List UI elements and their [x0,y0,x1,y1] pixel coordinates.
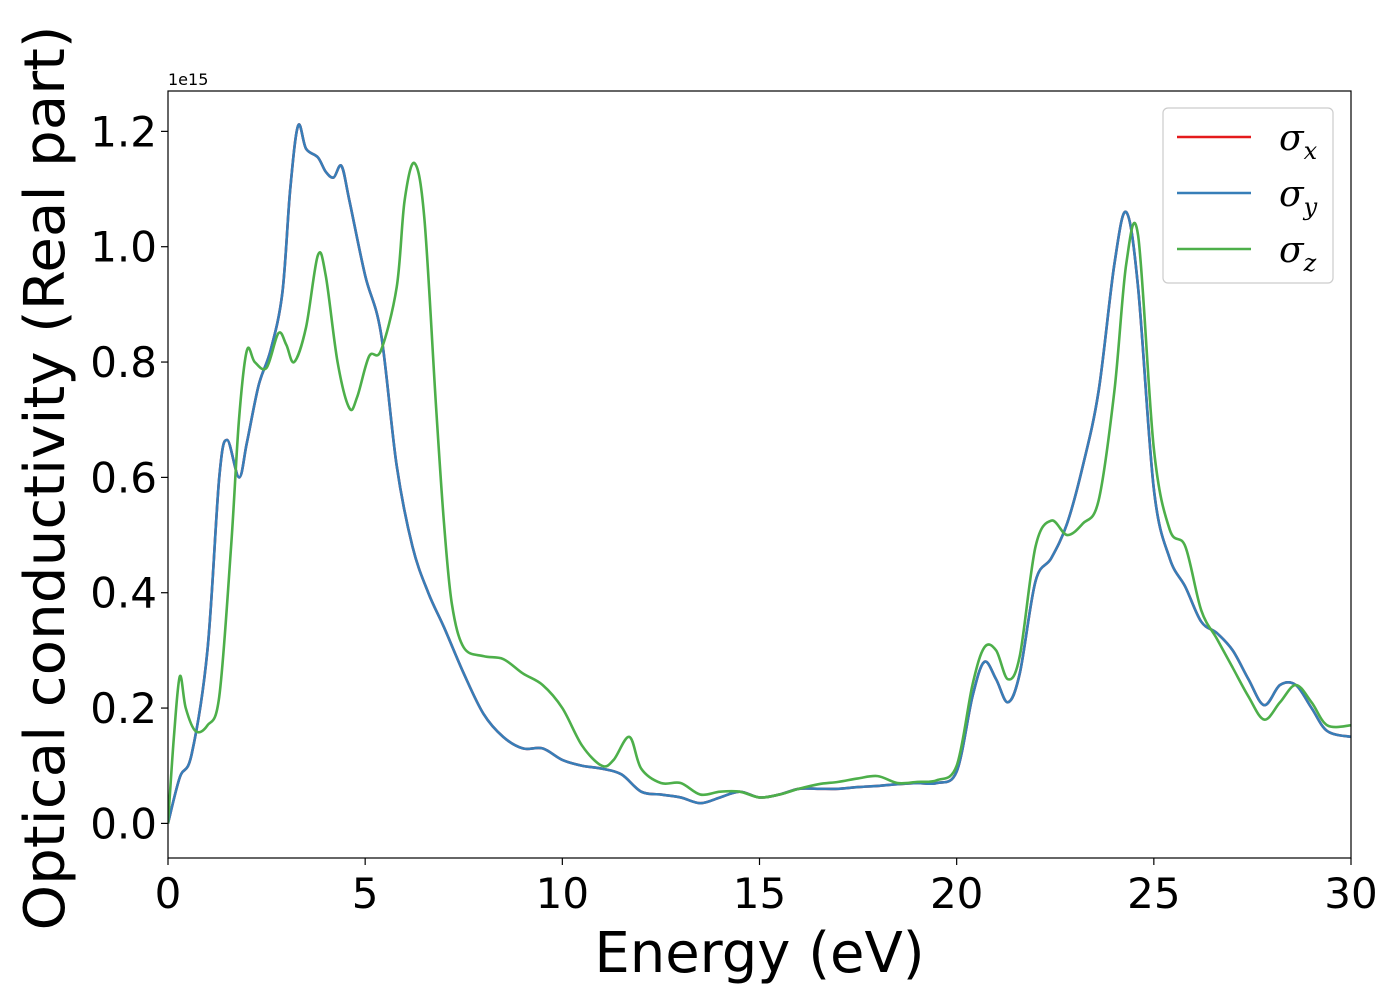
x-axis-ticks: 0 5 10 15 20 25 30 [155,858,1378,918]
legend-label-y: σy [1279,174,1318,221]
y-tick-label: 0.4 [90,569,157,618]
x-axis-label: Energy (eV) [594,921,924,986]
y-tick-label: 0.8 [90,338,157,387]
x-tick-label: 10 [536,869,589,918]
x-tick-label: 25 [1127,869,1180,918]
series-line-z [168,161,1351,824]
x-tick-label: 15 [733,869,786,918]
y-tick-label: 0.0 [90,799,157,848]
x-tick-label: 20 [930,869,983,918]
y-tick-label: 0.6 [90,453,157,502]
y-offset-label: 1e15 [168,70,208,89]
series-line-y [168,123,1351,824]
x-tick-label: 5 [352,869,379,918]
series-layer [168,123,1351,824]
y-axis-ticks: 0.0 0.2 0.4 0.6 0.8 1.0 1.2 [90,107,168,848]
legend: σx σy σz [1162,107,1334,284]
y-tick-label: 0.2 [90,684,157,733]
legend-label-x: σx [1279,118,1318,165]
legend-label-z: σz [1279,230,1317,277]
y-tick-label: 1.0 [90,223,157,272]
y-axis-label: Optical conductivity (Real part) [13,26,78,931]
x-tick-label: 0 [155,869,182,918]
legend-box [1162,107,1334,284]
y-tick-label: 1.2 [90,107,157,156]
x-tick-label: 30 [1324,869,1377,918]
